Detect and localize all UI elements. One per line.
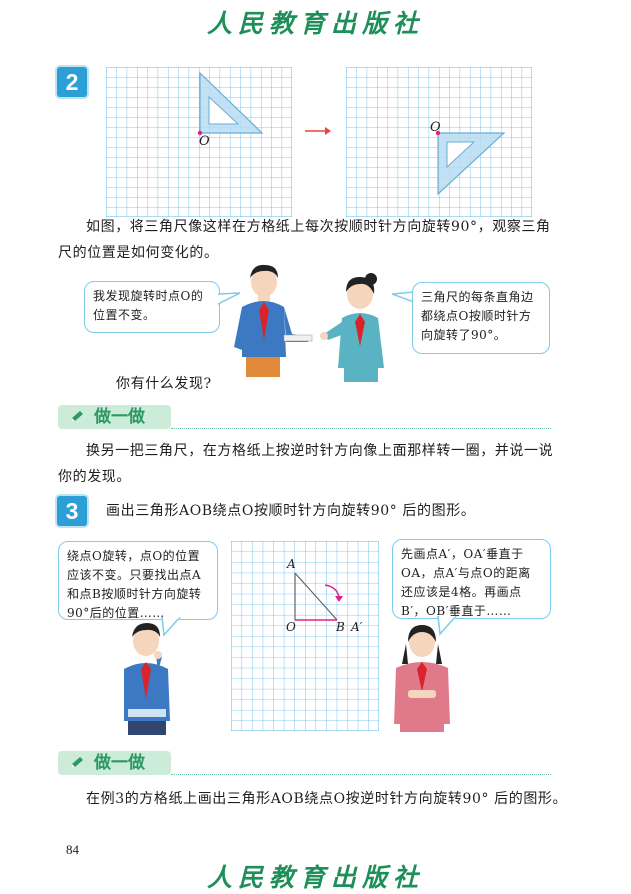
bubble-tail-icon <box>392 291 414 303</box>
label-b: B <box>336 620 345 634</box>
divider <box>171 774 551 775</box>
label-a: A <box>287 557 296 571</box>
page-number: 84 <box>66 842 79 857</box>
speech-bubble-girl: 三角尺的每条直角边都绕点O按顺时针方向旋转了90°。 <box>412 282 550 354</box>
set-square-rotated <box>437 132 506 196</box>
girl-illustration <box>320 273 384 382</box>
set-square <box>199 71 264 134</box>
example-3-title: 画出三角形AOB绕点O按顺时针方向旋转90° 后的图形。 <box>106 503 476 519</box>
rotation-arrow-icon <box>324 584 340 598</box>
activity-banner-1: 做一做 <box>58 405 171 429</box>
activity-banner-2: 做一做 <box>58 751 171 775</box>
arrow-icon <box>305 127 331 135</box>
bubble-tail-icon <box>437 616 458 636</box>
grid-after-rotation <box>346 67 532 217</box>
question-text: 你有什么发现? <box>116 376 212 392</box>
point-o-label-2: O <box>430 120 441 135</box>
publisher-footer: 人民教育出版社 <box>206 863 424 892</box>
activity-banner-label: 做一做 <box>94 407 145 427</box>
boy-thinking-illustration <box>124 623 170 735</box>
activity-banner-label: 做一做 <box>94 753 145 773</box>
grid-example-3 <box>231 541 379 731</box>
pencil-icon <box>71 757 83 768</box>
boy-illustration <box>234 264 313 377</box>
bubble-tail-icon <box>218 292 241 305</box>
pencil-icon <box>71 411 83 422</box>
triangle-aob <box>294 572 338 621</box>
point-o-label-1: O <box>199 134 210 149</box>
example-2-paragraph: 如图，将三角尺像这样在方格纸上每次按顺时针方向旋转90°，观察三角尺的位置是如何… <box>58 219 551 261</box>
speech-bubble-boy: 我发现旋转时点O的位置不变。 <box>84 281 220 333</box>
example-2-badge: 2 <box>57 67 87 97</box>
speech-bubble-right: 先画点A′，OA′垂直于OA，点A′与点O的距离还应该是4格。再画点B′，OB′… <box>392 539 551 619</box>
label-o: O <box>286 620 296 634</box>
point-o <box>197 130 203 136</box>
girl-thinking-illustration <box>394 625 450 732</box>
publisher-header: 人民教育出版社 <box>206 9 424 38</box>
example-3-badge: 3 <box>57 496 87 526</box>
speech-bubble-left: 绕点O旋转，点O的位置应该不变。只要找出点A和点B按顺时针方向旋转90°后的位置… <box>58 541 218 620</box>
label-a-prime: A′ <box>351 620 363 634</box>
bubble-tail-icon <box>161 617 182 637</box>
activity-1-text: 换另一把三角尺，在方格纸上按逆时针方向像上面那样转一圈，并说一说你的发现。 <box>58 443 554 485</box>
point-o <box>435 130 441 136</box>
divider <box>171 428 551 429</box>
activity-2-text: 在例3的方格纸上画出三角形AOB绕点O按逆时针方向旋转90° 后的图形。 <box>86 791 568 807</box>
grid-before-rotation <box>106 67 292 217</box>
